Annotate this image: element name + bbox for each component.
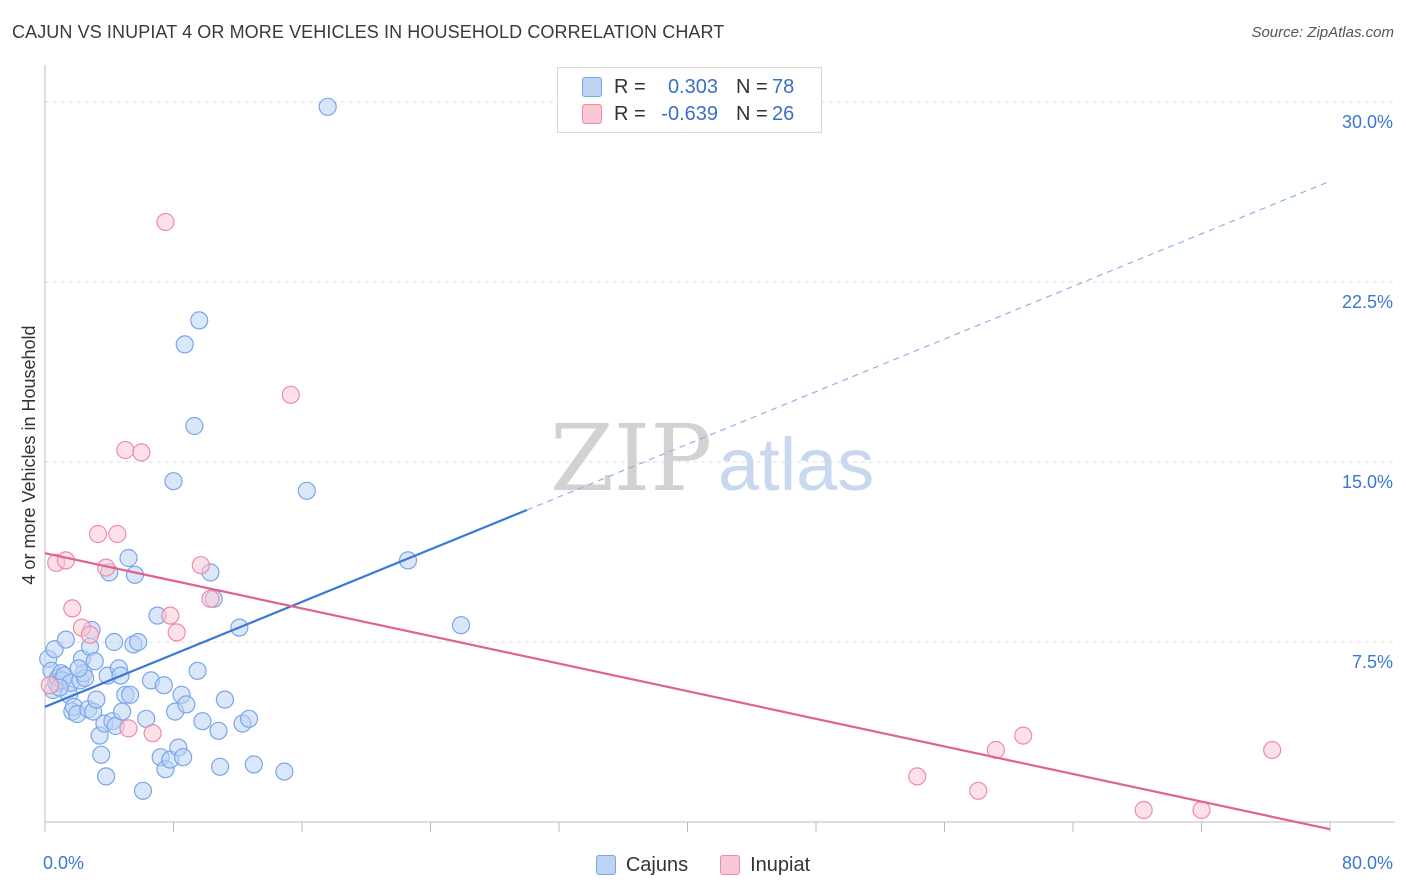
inupiat-trend-line <box>44 552 1331 831</box>
inupiat-point <box>908 767 927 786</box>
cajuns-point <box>185 416 204 436</box>
inupiat-swatch <box>582 104 602 124</box>
cajuns-point <box>190 311 209 330</box>
y-tick-label: 22.5% <box>1342 292 1393 312</box>
n-label: N = <box>736 102 768 125</box>
inupiat-point <box>1014 726 1033 745</box>
axes <box>44 65 1395 832</box>
inupiat-point <box>161 606 180 625</box>
series-legend: Cajuns Inupiat <box>0 852 1406 878</box>
cajuns-point <box>318 97 337 116</box>
n-label: N = <box>736 75 768 98</box>
inupiat-point <box>119 719 138 738</box>
x-tick-label: 0.0% <box>43 853 84 873</box>
cajuns-point <box>69 659 88 678</box>
cajuns-point <box>154 676 173 695</box>
inupiat-point <box>116 440 135 460</box>
r-value: 0.303 <box>667 75 718 98</box>
cajuns-point <box>297 481 316 500</box>
inupiat-point <box>201 589 220 608</box>
tick-labels: 7.5% 15.0% 22.5% 30.0% 0.0% 80.0% <box>43 112 1393 873</box>
stats-legend: R = 0.303 N = 78 R = -0.639 N = 26 <box>557 67 822 133</box>
y-tick-label: 7.5% <box>1352 652 1393 672</box>
cajuns-swatch <box>582 77 602 97</box>
trend-lines <box>44 180 1331 831</box>
r-value: -0.639 <box>661 102 718 125</box>
inupiat-point <box>88 524 108 544</box>
watermark: ZIP atlas <box>550 405 874 512</box>
inupiat-point <box>80 625 100 644</box>
inupiat-point <box>143 724 162 743</box>
x-tick-label: 80.0% <box>1342 853 1393 873</box>
cajuns-point <box>275 762 294 781</box>
legend-row-cajuns: R = 0.303 N = 78 <box>582 74 794 100</box>
cajuns-point <box>96 767 116 786</box>
inupiat-swatch <box>720 855 741 875</box>
cajuns-swatch <box>595 855 616 875</box>
cajuns-point <box>121 685 140 704</box>
inupiat-point <box>40 676 59 695</box>
cajuns-point <box>451 616 471 635</box>
inupiat-point <box>167 623 186 642</box>
cajuns-point <box>215 690 234 709</box>
cajuns-point <box>188 661 207 680</box>
cajuns-point <box>244 755 263 774</box>
cajuns-point <box>174 748 193 767</box>
legend-label: Cajuns <box>625 853 689 876</box>
cajuns-trend-extension <box>526 180 1331 511</box>
inupiat-point <box>1263 740 1282 760</box>
legend-row-inupiat: R = -0.639 N = 26 <box>582 101 794 127</box>
y-tick-label: 15.0% <box>1342 472 1393 492</box>
data-points <box>39 97 1282 820</box>
cajuns-point <box>193 712 212 731</box>
r-label: R = <box>614 75 646 98</box>
inupiat-point <box>63 599 82 618</box>
cajuns-point <box>104 632 124 652</box>
cajuns-point <box>92 745 111 764</box>
cajuns-point <box>129 632 148 652</box>
inupiat-point <box>56 551 75 570</box>
cajuns-trend-line <box>44 508 528 708</box>
cajuns-point <box>175 335 194 354</box>
r-label: R = <box>614 102 646 125</box>
legend-item-inupiat[interactable]: Inupiat <box>720 854 810 877</box>
gridlines <box>45 101 1395 643</box>
cajuns-point <box>56 630 75 649</box>
inupiat-point <box>1192 800 1211 820</box>
inupiat-point <box>1134 800 1153 820</box>
cajuns-point <box>210 757 230 776</box>
source-label: Source: ZipAtlas.com <box>1251 24 1394 41</box>
inupiat-point <box>156 212 175 232</box>
inupiat-point <box>281 385 300 404</box>
inupiat-point <box>108 524 127 544</box>
inupiat-point <box>132 443 151 462</box>
cajuns-point <box>87 690 106 709</box>
inupiat-point <box>191 556 210 575</box>
cajuns-point <box>112 702 132 721</box>
inupiat-point <box>969 781 988 800</box>
cajuns-point <box>85 652 104 671</box>
n-value: 78 <box>772 75 795 98</box>
watermark-atlas: atlas <box>718 423 874 506</box>
cajuns-point <box>164 472 183 491</box>
cajuns-point <box>119 548 138 568</box>
y-axis-label: 4 or more Vehicles in Household <box>19 325 39 584</box>
n-value: 26 <box>772 102 795 125</box>
cajuns-point <box>239 709 259 728</box>
y-tick-label: 30.0% <box>1342 112 1393 132</box>
cajuns-point <box>133 781 153 800</box>
cajuns-point <box>209 721 228 740</box>
watermark-zip: ZIP <box>550 405 712 512</box>
cajuns-point <box>177 695 196 714</box>
legend-item-cajuns[interactable]: Cajuns <box>595 853 689 877</box>
chart-title: CAJUN VS INUPIAT 4 OR MORE VEHICLES IN H… <box>12 22 725 42</box>
legend-label: Inupiat <box>750 853 811 876</box>
